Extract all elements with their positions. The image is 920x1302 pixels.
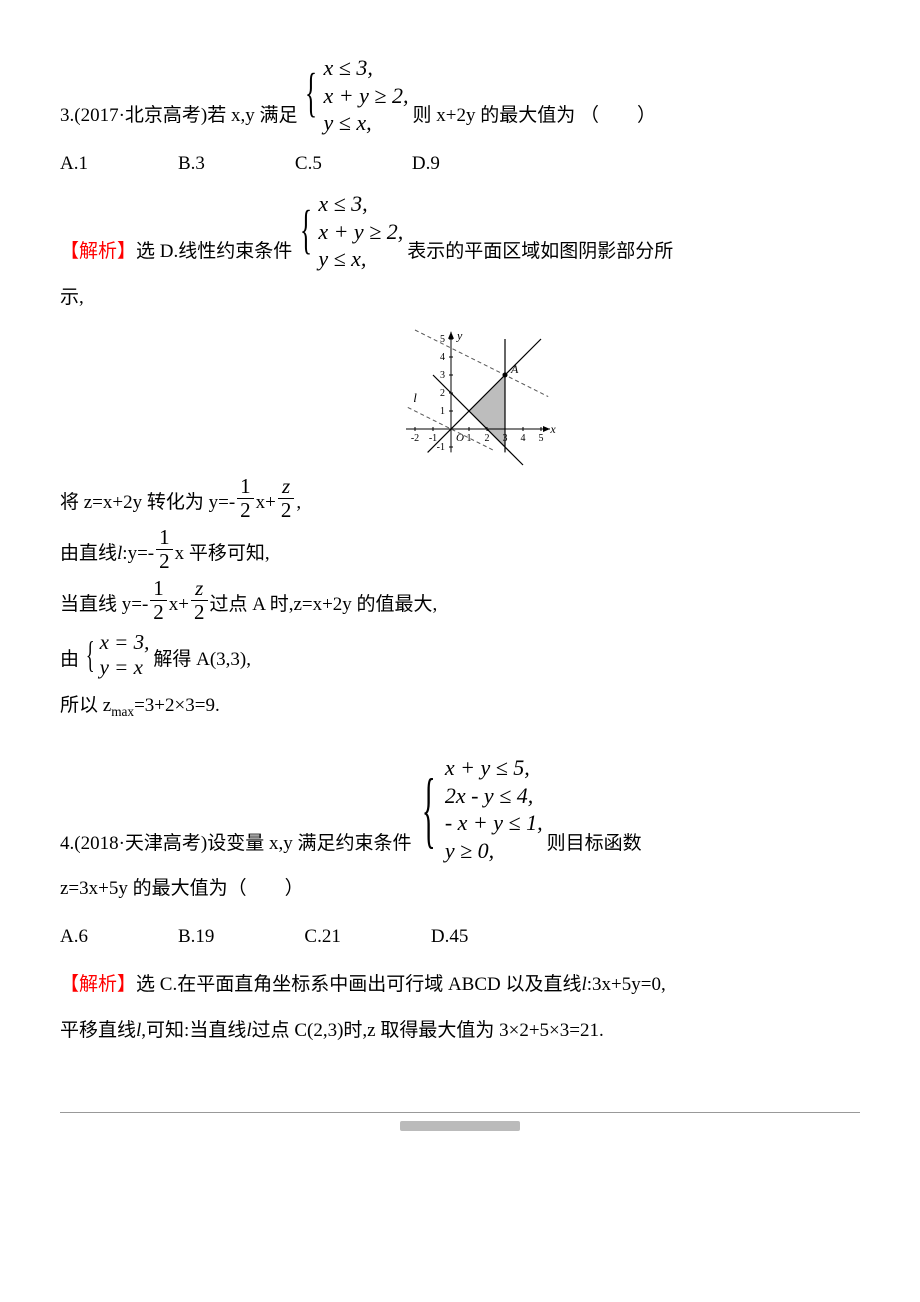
q4-choice-d: D.45 [431, 916, 468, 958]
frac-z2: z 2 [191, 577, 208, 624]
q3-ll-b: :y=- [122, 533, 154, 575]
q4-sys-4: y ≥ 0, [445, 837, 543, 865]
svg-text:4: 4 [521, 433, 526, 444]
q3-line-l: 由直线 l :y=- 1 2 x 平移可知, [60, 528, 860, 575]
q3-so-b: =3+2×3=9. [134, 685, 220, 727]
q3-choice-a: A.1 [60, 143, 88, 185]
q3-when-b: x+ [169, 584, 189, 626]
q3-by-b: 解得 A(3,3), [153, 639, 251, 681]
q4-sys-3: - x + y ≤ 1, [445, 809, 543, 837]
q3-sys-1r: x ≤ 3, [318, 190, 403, 218]
svg-text:x: x [549, 422, 556, 436]
svg-text:1: 1 [467, 433, 472, 444]
svg-text:y: y [456, 328, 463, 342]
q4-sol-2: 平移直线 l ,可知:当直线 l 过点 C(2,3)时,z 取得最大值为 3×2… [60, 1010, 860, 1052]
svg-text:3: 3 [503, 433, 508, 444]
q3-ll-c: x 平移可知, [175, 533, 270, 575]
q4-prefix: 4.(2018·天津高考)设变量 x,y 满足约束条件 [60, 823, 411, 865]
brace-icon: { [422, 767, 436, 853]
q3-sys-2r: x + y ≥ 2, [318, 218, 403, 246]
q3-so-sub: max [111, 697, 134, 726]
svg-text:2: 2 [440, 388, 445, 399]
svg-text:-1: -1 [437, 442, 445, 453]
q4-choice-c: C.21 [304, 916, 340, 958]
brace-icon: { [86, 637, 95, 673]
q4-sol1a: 选 C.在平面直角坐标系中画出可行域 ABCD 以及直线 [136, 964, 581, 1006]
q4-choices: A.6 B.19 C.21 D.45 [60, 916, 860, 958]
q3-by-a: 由 [60, 639, 79, 681]
q3-sys-2: x + y ≥ 2, [324, 82, 409, 110]
q3-when-a: 当直线 y=- [60, 584, 148, 626]
q3-choices: A.1 B.3 C.5 D.9 [60, 143, 860, 185]
q4-sys-2: 2x - y ≤ 4, [445, 782, 543, 810]
q4-sol2b: ,可知:当直线 [141, 1010, 246, 1052]
solution-label: 【解析】 [60, 964, 136, 1006]
footer-mark [400, 1121, 520, 1131]
q4-choice-b: B.19 [178, 916, 214, 958]
footer-divider [60, 1112, 860, 1131]
q4-sol-1: 【解析】 选 C.在平面直角坐标系中画出可行域 ABCD 以及直线 l :3x+… [60, 964, 860, 1006]
q3-sys-3r: y ≤ x, [318, 245, 403, 273]
q3-graph-wrap: -2-11234512345-1AyxOl [60, 323, 860, 473]
frac-half: 1 2 [150, 577, 167, 624]
svg-text:5: 5 [440, 334, 445, 345]
svg-text:O: O [456, 432, 464, 444]
svg-text:4: 4 [440, 352, 445, 363]
q4-line2: z=3x+5y 的最大值为（ ） [60, 868, 304, 910]
q3-bysys-1: x = 3, [100, 630, 150, 655]
q4-suffix: 则目标函数 [547, 823, 642, 865]
q3-solution-line1: 【解析】 选 D.线性约束条件 { x ≤ 3, x + y ≥ 2, y ≤ … [60, 190, 860, 273]
svg-text:l: l [413, 390, 417, 405]
svg-text:A: A [510, 362, 519, 376]
q4-sys-1: x + y ≤ 5, [445, 754, 543, 782]
q4-choice-a: A.6 [60, 916, 88, 958]
q3-solution-line2: 示, [60, 277, 860, 319]
q3-sys-1: x ≤ 3, [324, 54, 409, 82]
svg-text:3: 3 [440, 370, 445, 381]
q3-so-a: 所以 z [60, 685, 111, 727]
svg-text:-2: -2 [411, 433, 419, 444]
q4-stem-2: z=3x+5y 的最大值为（ ） [60, 868, 860, 910]
q3-sol-2: 示, [60, 277, 84, 319]
solution-label: 【解析】 [60, 231, 136, 273]
q3-system-repeat: { x ≤ 3, x + y ≥ 2, y ≤ x, [296, 190, 403, 273]
q3-sys-3: y ≤ x, [324, 109, 409, 137]
svg-text:2: 2 [485, 433, 490, 444]
frac-z2: z 2 [278, 475, 295, 522]
q3-bysys-2: y = x [100, 655, 150, 680]
q3-so: 所以 zmax=3+2×3=9. [60, 685, 860, 727]
brace-icon: { [300, 204, 312, 258]
svg-text:1: 1 [440, 406, 445, 417]
q3-prefix: 3.(2017·北京高考)若 x,y 满足 [60, 95, 297, 137]
q3-transform: 将 z=x+2y 转化为 y=- 1 2 x+ z 2 , [60, 477, 860, 524]
q3-ll-a: 由直线 [60, 533, 117, 575]
q4-system: { x + y ≤ 5, 2x - y ≤ 4, - x + y ≤ 1, y … [415, 754, 542, 864]
q3-suffix: 则 x+2y 的最大值为 （ ） [413, 95, 656, 137]
svg-text:5: 5 [539, 433, 544, 444]
frac-half: 1 2 [237, 475, 254, 522]
q3-system: { x ≤ 3, x + y ≥ 2, y ≤ x, [301, 54, 408, 137]
q3-trans-a: 将 z=x+2y 转化为 y=- [60, 482, 235, 524]
q4-sol2a: 平移直线 [60, 1010, 136, 1052]
feasible-region-graph: -2-11234512345-1AyxOl [355, 323, 565, 473]
q3-by-system: { x = 3, y = x [83, 630, 149, 680]
q3-trans-c: , [296, 482, 301, 524]
q4-sol1b: :3x+5y=0, [587, 964, 666, 1006]
q3-stem: 3.(2017·北京高考)若 x,y 满足 { x ≤ 3, x + y ≥ 2… [60, 54, 860, 137]
q3-choice-c: C.5 [295, 143, 322, 185]
q3-when: 当直线 y=- 1 2 x+ z 2 过点 A 时,z=x+2y 的值最大, [60, 579, 860, 626]
q3-choice-d: D.9 [412, 143, 440, 185]
q3-trans-b: x+ [256, 482, 276, 524]
brace-icon: { [305, 68, 317, 122]
q3-when-c: 过点 A 时,z=x+2y 的值最大, [210, 584, 438, 626]
q3-sol-1b: 表示的平面区域如图阴影部分所 [407, 231, 673, 273]
q3-choice-b: B.3 [178, 143, 205, 185]
q4-stem: 4.(2018·天津高考)设变量 x,y 满足约束条件 { x + y ≤ 5,… [60, 754, 860, 864]
q3-by: 由 { x = 3, y = x 解得 A(3,3), [60, 630, 860, 680]
q4-sol2c: 过点 C(2,3)时,z 取得最大值为 3×2+5×3=21. [252, 1010, 604, 1052]
frac-half: 1 2 [156, 526, 173, 573]
q3-sol-1a: 选 D.线性约束条件 [136, 231, 292, 273]
